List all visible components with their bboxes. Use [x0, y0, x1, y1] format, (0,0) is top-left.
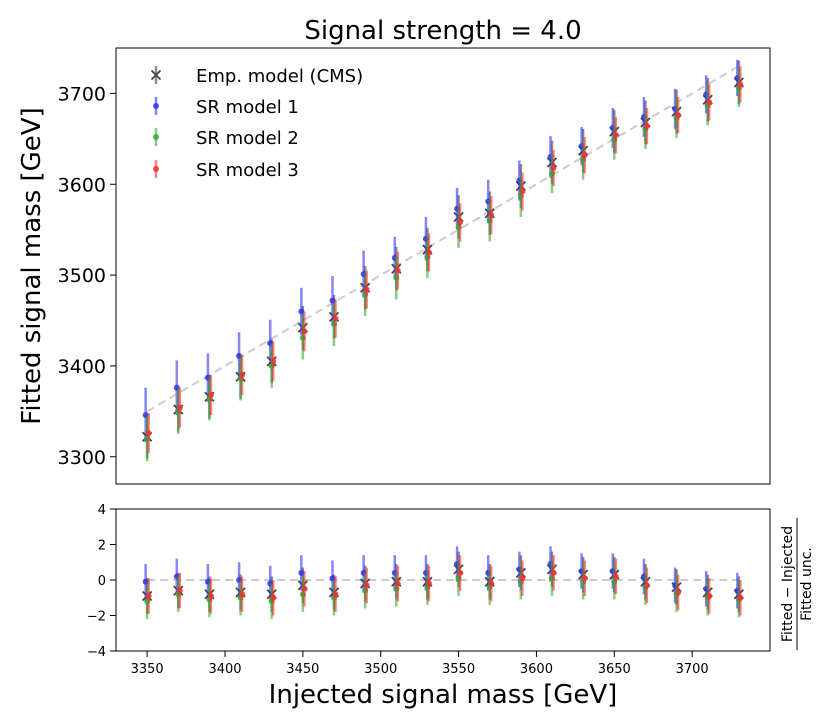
ratio-point-sr-model-3 — [425, 580, 432, 587]
ratio-y-tick-label: 0 — [98, 574, 106, 589]
ratio-point-sr-model-3 — [519, 575, 526, 582]
main-y-axis-label: Fitted signal mass [GeV] — [17, 107, 47, 424]
ratio-point-sr-model-3 — [394, 580, 401, 587]
ratio-y-tick-label: 4 — [98, 503, 106, 518]
x-tick-label: 3500 — [364, 662, 397, 677]
ratio-point-sr-model-3 — [612, 573, 619, 580]
ratio-point-sr-model-1 — [329, 575, 336, 582]
main-point-sr-model-3 — [519, 188, 526, 195]
main-point-sr-model-3 — [425, 249, 432, 256]
x-tick-label: 3700 — [676, 662, 709, 677]
ratio-x-ticks: 3350 3400 3450 3500 3550 3600 3650 3700 — [131, 651, 709, 677]
ratio-point-sr-model-3 — [675, 589, 682, 596]
ratio-point-sr-model-3 — [457, 569, 464, 576]
main-point-sr-model-3 — [550, 164, 557, 171]
legend-marker-sr-model-3 — [153, 160, 159, 178]
ratio-point-sr-model-1 — [142, 578, 149, 585]
ratio-y-tick-label: 2 — [98, 539, 106, 554]
main-point-sr-model-3 — [706, 99, 713, 106]
main-axes-frame — [115, 47, 771, 485]
main-point-sr-model-3 — [332, 315, 339, 322]
main-point-sr-model-3 — [737, 81, 744, 88]
legend-label-sr-model-2: SR model 2 — [196, 128, 299, 149]
main-point-sr-model-1 — [329, 297, 336, 304]
main-point-sr-model-3 — [581, 152, 588, 159]
x-tick-label: 3600 — [520, 662, 553, 677]
main-point-sr-model-3 — [207, 391, 214, 398]
ratio-point-sr-model-3 — [239, 591, 246, 598]
legend-label-emp-model: Emp. model (CMS) — [196, 66, 363, 87]
ratio-data-points — [142, 546, 744, 620]
main-y-tick-label: 3700 — [58, 83, 106, 105]
ratio-point-sr-model-3 — [706, 592, 713, 599]
main-point-sr-model-3 — [363, 286, 370, 293]
ratio-y-label-numerator: Fitted − Injected — [780, 526, 796, 642]
x-tick-label: 3550 — [442, 662, 475, 677]
x-tick-label: 3350 — [131, 662, 164, 677]
main-point-sr-model-3 — [145, 430, 152, 437]
main-point-sr-model-1 — [298, 308, 305, 315]
main-point-sr-model-3 — [301, 328, 308, 335]
ratio-point-sr-model-3 — [270, 594, 277, 601]
main-y-tick-label: 3500 — [58, 265, 106, 287]
ratio-point-sr-model-3 — [145, 592, 152, 599]
ratio-point-sr-model-3 — [207, 592, 214, 599]
main-point-sr-model-3 — [643, 123, 650, 130]
ratio-axes-frame — [115, 508, 771, 652]
main-data-points — [142, 59, 744, 462]
ratio-point-sr-model-3 — [737, 594, 744, 601]
main-point-sr-model-3 — [675, 112, 682, 119]
x-tick-label: 3450 — [286, 662, 319, 677]
ratio-point-sr-model-3 — [363, 582, 370, 589]
main-y-tick-label: 3600 — [58, 174, 106, 196]
legend-label-sr-model-1: SR model 1 — [196, 97, 299, 118]
main-point-sr-model-3 — [488, 212, 495, 219]
ratio-point-sr-model-3 — [332, 591, 339, 598]
main-point-sr-model-3 — [457, 219, 464, 226]
ratio-point-sr-model-3 — [176, 587, 183, 594]
ratio-y-ticks: −4 −2 0 2 4 — [87, 503, 116, 660]
main-panel: Signal strength = 4.0 3300 3400 3500 3600 37… — [17, 16, 771, 485]
legend: Emp. model (CMS) SR model 1 SR model 2 S… — [150, 66, 363, 181]
ratio-panel: −4 −2 0 2 4 3350 3400 3450 3500 3550 3600 3650 3700… — [87, 503, 815, 710]
x-tick-label: 3400 — [208, 662, 241, 677]
legend-marker-emp-model-cms — [150, 66, 162, 84]
x-axis-label: Injected signal mass [GeV] — [269, 680, 618, 710]
chart-title: Signal strength = 4.0 — [304, 16, 581, 46]
ratio-y-tick-label: −2 — [87, 610, 106, 625]
legend-label-sr-model-3: SR model 3 — [196, 160, 299, 181]
legend-markers — [150, 66, 162, 178]
ratio-point-sr-model-3 — [550, 569, 557, 576]
ratio-point-sr-model-3 — [488, 580, 495, 587]
main-point-sr-model-3 — [394, 267, 401, 274]
main-y-tick-label: 3400 — [58, 356, 106, 378]
ratio-y-tick-label: −4 — [87, 645, 106, 660]
ratio-y-label-denominator: Fitted unc. — [799, 547, 815, 621]
ratio-y-axis-label: Fitted − Injected Fitted unc. — [780, 518, 815, 650]
main-point-sr-model-3 — [239, 372, 246, 378]
main-point-sr-model-3 — [612, 132, 619, 139]
legend-marker-sr-model-1 — [153, 97, 159, 115]
ratio-point-sr-model-3 — [581, 575, 588, 582]
ratio-point-sr-model-3 — [301, 585, 308, 592]
ratio-point-sr-model-1 — [298, 569, 305, 576]
main-y-ticks: 3300 3400 3500 3600 3700 — [58, 83, 116, 469]
main-point-sr-model-3 — [176, 404, 183, 411]
x-tick-label: 3650 — [598, 662, 631, 677]
main-point-sr-model-3 — [270, 358, 277, 365]
ratio-point-sr-model-3 — [643, 582, 650, 589]
legend-marker-sr-model-2 — [153, 128, 159, 146]
main-reference-line — [146, 65, 740, 413]
main-y-tick-label: 3300 — [58, 447, 106, 469]
main-diagonal-line — [146, 65, 740, 413]
